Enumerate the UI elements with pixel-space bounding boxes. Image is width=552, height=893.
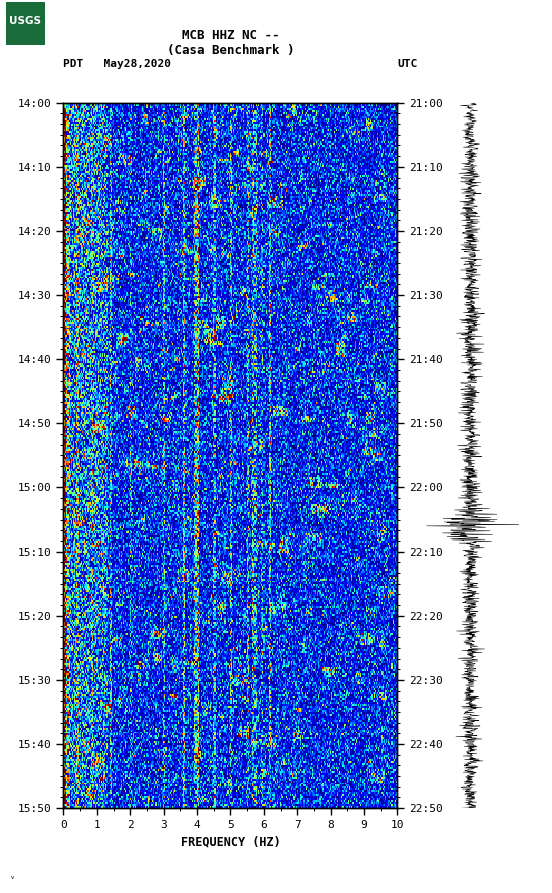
Text: PDT   May28,2020: PDT May28,2020 [63, 59, 172, 70]
Text: UTC: UTC [397, 59, 418, 70]
Text: USGS: USGS [9, 16, 41, 26]
X-axis label: FREQUENCY (HZ): FREQUENCY (HZ) [181, 836, 280, 848]
Text: ᵥ: ᵥ [11, 872, 14, 881]
Bar [6, 2, 45, 45]
Text: (Casa Benchmark ): (Casa Benchmark ) [167, 44, 294, 56]
Text: MCB HHZ NC --: MCB HHZ NC -- [182, 29, 279, 42]
Text: ≋: ≋ [20, 28, 31, 40]
